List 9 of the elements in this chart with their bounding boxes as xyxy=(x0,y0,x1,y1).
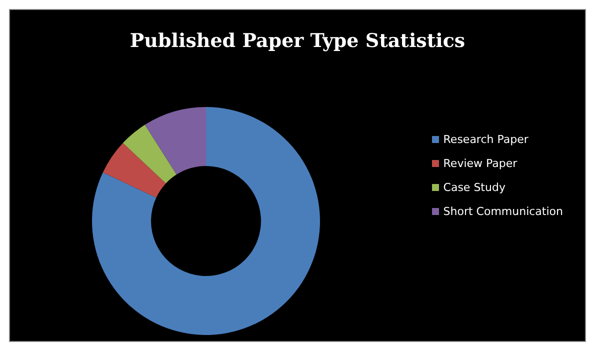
donut-slice xyxy=(92,107,320,335)
legend-label: Research Paper xyxy=(443,132,528,146)
legend-label: Review Paper xyxy=(443,156,518,170)
donut-slice xyxy=(102,142,166,198)
donut-slice xyxy=(144,107,206,175)
legend-label: Case Study xyxy=(443,180,506,194)
chart-title: Published Paper Type Statistics xyxy=(128,30,466,52)
legend-label: Short Communication xyxy=(443,204,563,218)
donut-slice xyxy=(122,124,177,184)
